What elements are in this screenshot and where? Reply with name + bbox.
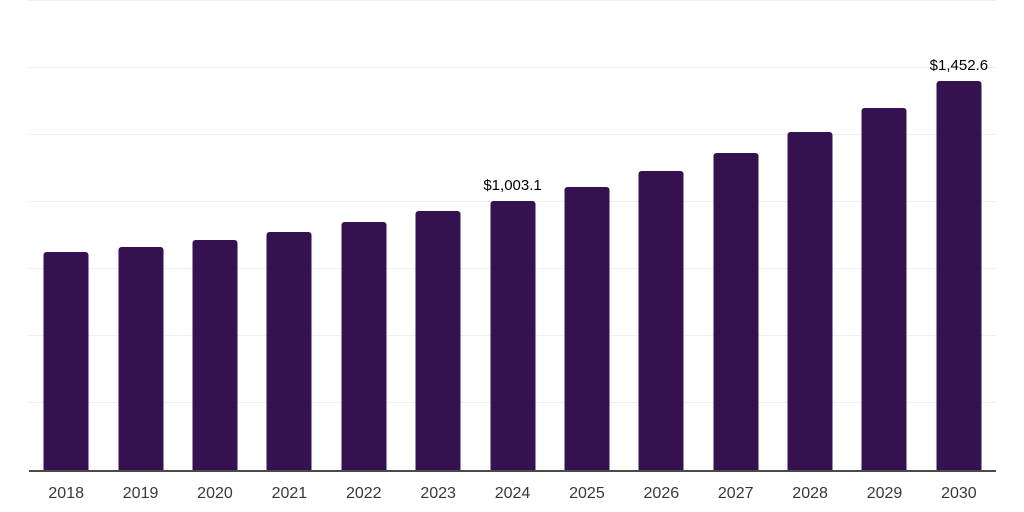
bar-band: [773, 1, 847, 470]
bar-band: $1,003.1: [475, 1, 549, 470]
gridline: [29, 0, 996, 1]
bar: [638, 170, 684, 470]
bar: [861, 108, 907, 470]
bar: [118, 247, 164, 470]
x-tick-label: 2030: [941, 485, 977, 502]
plot-area: $1,003.1 $1,452.6: [29, 0, 996, 472]
bar: [936, 80, 982, 470]
x-tick-label: 2020: [197, 485, 233, 502]
bar: [192, 239, 238, 470]
bar-band: [327, 1, 401, 470]
gridline: [29, 67, 996, 68]
bar-band: [252, 1, 326, 470]
bar: [713, 152, 759, 470]
x-tick-label: 2018: [48, 485, 84, 502]
x-axis: 2018 2019 2020 2021 2022 2023 2024 2025 2026 2027…: [29, 472, 996, 512]
bar-band: $1,452.6: [922, 1, 996, 470]
x-tick-label: 2019: [122, 485, 159, 502]
bar: [490, 201, 536, 470]
bar-band: [699, 1, 773, 470]
bar: [341, 221, 387, 470]
bar: [415, 210, 461, 470]
x-tick-label: 2024: [494, 485, 531, 502]
x-tick-label: 2021: [271, 485, 308, 502]
x-tick-label: 2022: [345, 485, 382, 502]
bar-band: [401, 1, 475, 470]
bar: [787, 132, 833, 470]
x-tick-label: 2028: [792, 485, 828, 502]
x-tick-label: 2026: [643, 485, 680, 502]
bar: [266, 231, 312, 470]
bar-value-label: $1,452.6: [929, 56, 989, 74]
x-tick-label: 2029: [866, 485, 903, 502]
bar: [564, 187, 610, 470]
bar-band: [29, 1, 103, 470]
x-tick-label: 2025: [569, 485, 605, 502]
x-tick-label: 2027: [717, 485, 754, 502]
bar-band: [103, 1, 177, 470]
gridline: [29, 134, 996, 135]
x-tick-label: 2023: [420, 485, 456, 502]
bar-band: [178, 1, 252, 470]
bar-group: $1,003.1 $1,452.6: [29, 1, 996, 470]
bar-band: [847, 1, 921, 470]
bar-value-label: $1,003.1: [483, 177, 542, 195]
bar-band: [624, 1, 698, 470]
bar-band: [550, 1, 624, 470]
bar: [43, 251, 89, 470]
